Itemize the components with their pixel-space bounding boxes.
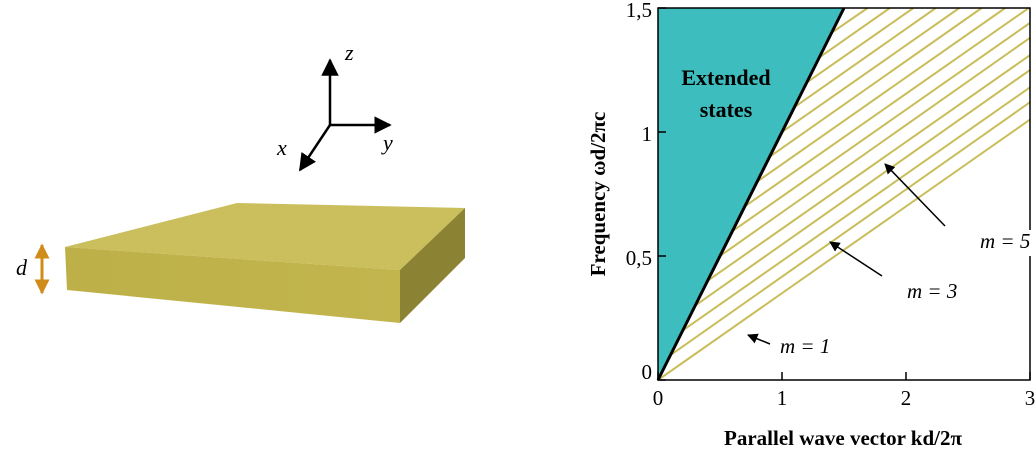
mode-label: m = 5 [980, 229, 1030, 253]
x-arrow [300, 125, 330, 170]
y-axis-title: Frequency ωd/2πc [586, 112, 610, 277]
x-tick-label: 2 [901, 386, 912, 410]
y-tick-label: 1,5 [626, 0, 652, 22]
annotation-arrow [885, 164, 945, 226]
mode-label: m = 3 [907, 279, 957, 303]
thickness-label: d [16, 255, 28, 280]
y-tick-label: 0 [642, 360, 653, 384]
page: d z y x Parallel wave vector kd/2π Frequ… [0, 0, 1036, 457]
x-tick-label: 0 [653, 386, 664, 410]
mode-label: m = 1 [780, 334, 830, 358]
region-label: Extended [681, 65, 770, 90]
axes-triad [300, 60, 390, 170]
y-tick-label: 0,5 [626, 246, 652, 270]
slab [65, 203, 465, 323]
x-label: x [276, 135, 287, 160]
figure: d z y x Parallel wave vector kd/2π Frequ… [0, 0, 1036, 457]
annotation-arrow [748, 335, 770, 344]
y-tick-label: 1 [642, 122, 653, 146]
z-label: z [344, 40, 354, 65]
x-axis-title: Parallel wave vector kd/2π [724, 426, 962, 450]
x-tick-label: 3 [1025, 386, 1036, 410]
y-label: y [381, 130, 393, 155]
region-label: states [700, 97, 753, 122]
x-tick-label: 1 [777, 386, 788, 410]
annotation-arrow [830, 242, 882, 276]
